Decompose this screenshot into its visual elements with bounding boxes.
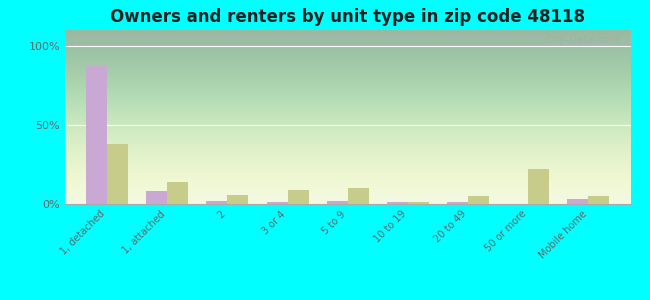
Bar [86,66,107,204]
Bar [266,202,287,204]
Bar [387,202,408,204]
Bar [107,144,128,204]
Title: Owners and renters by unit type in zip code 48118: Owners and renters by unit type in zip c… [111,8,585,26]
Bar [207,201,228,204]
Bar [327,201,348,204]
Bar [287,190,309,204]
Bar [167,182,188,204]
Bar [447,202,468,204]
Bar [567,199,588,204]
Bar [408,202,429,204]
Bar [468,196,489,204]
Text: City-Data.com: City-Data.com [545,35,619,45]
Bar [588,196,610,204]
Bar [528,169,549,204]
Bar [227,194,248,204]
Bar [348,188,369,204]
Bar [146,191,167,204]
